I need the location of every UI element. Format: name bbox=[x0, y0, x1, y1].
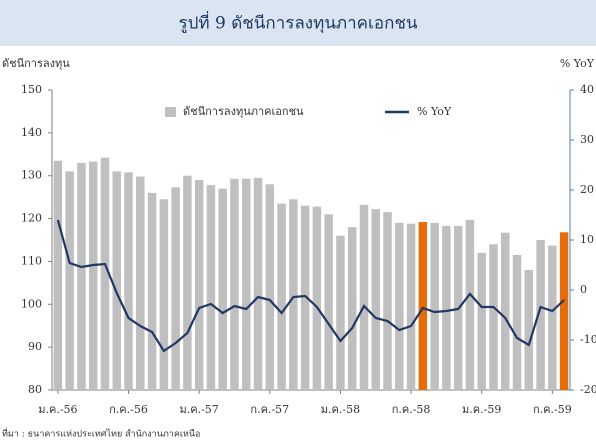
y2-tick-label: 20 bbox=[580, 183, 594, 196]
bar bbox=[512, 255, 522, 390]
bar bbox=[524, 270, 534, 390]
bar bbox=[501, 232, 510, 390]
bar bbox=[147, 192, 157, 390]
bar bbox=[489, 244, 498, 390]
bar bbox=[347, 227, 357, 390]
bar bbox=[230, 178, 239, 390]
x-tick-label: ม.ค.-57 bbox=[179, 403, 218, 416]
y-tick-label: 90 bbox=[28, 340, 42, 353]
bar bbox=[65, 171, 74, 390]
bar bbox=[536, 240, 545, 390]
bar bbox=[124, 172, 133, 390]
bar bbox=[171, 187, 180, 390]
y2-tick-label: 10 bbox=[580, 233, 594, 246]
bar bbox=[359, 204, 369, 390]
y-tick-label: 150 bbox=[21, 83, 42, 96]
bar bbox=[300, 205, 310, 390]
bar bbox=[465, 219, 475, 390]
x-tick-label: ก.ค.-57 bbox=[250, 403, 289, 416]
bar bbox=[430, 222, 439, 390]
bar bbox=[253, 177, 263, 390]
bar bbox=[112, 171, 121, 390]
y-tick-label: 120 bbox=[21, 212, 42, 225]
bar bbox=[218, 188, 227, 390]
x-tick-label: ม.ค.-56 bbox=[38, 403, 77, 416]
y2-tick-label: -10 bbox=[580, 333, 596, 346]
bar bbox=[53, 160, 63, 390]
bar bbox=[371, 209, 380, 390]
legend-label: % YoY bbox=[417, 105, 452, 118]
bar bbox=[242, 178, 251, 390]
legend-swatch bbox=[165, 107, 176, 117]
chart-title: รูปที่ 9 ดัชนีการลงทุนภาคเอกชน bbox=[178, 11, 417, 34]
bar bbox=[324, 214, 333, 390]
y-axis-title: ดัชนีการลงทุน bbox=[2, 57, 70, 70]
bar bbox=[395, 222, 404, 390]
bar bbox=[206, 185, 216, 390]
title-band bbox=[0, 0, 596, 46]
source: ที่มา : ธนาคารแห่งประเทศไทย สำนักงานภาคเ… bbox=[2, 427, 200, 440]
bar bbox=[194, 180, 204, 390]
bar bbox=[77, 162, 86, 390]
bar bbox=[100, 157, 110, 390]
bar bbox=[277, 203, 286, 390]
x-tick-label: ก.ค.-58 bbox=[392, 403, 431, 416]
bar bbox=[418, 222, 428, 390]
bar bbox=[477, 252, 486, 390]
bar bbox=[383, 212, 392, 390]
bar bbox=[88, 161, 98, 390]
bar bbox=[406, 223, 416, 390]
y2-tick-label: 0 bbox=[580, 283, 587, 296]
y2-tick-label: 40 bbox=[580, 83, 594, 96]
y-tick-label: 110 bbox=[21, 254, 42, 267]
y2-tick-label: 30 bbox=[580, 133, 594, 146]
bar bbox=[442, 225, 451, 390]
bar bbox=[289, 199, 298, 390]
y-tick-label: 100 bbox=[21, 297, 42, 310]
y2-tick-label: -20 bbox=[580, 383, 596, 396]
y-tick-label: 80 bbox=[28, 383, 42, 396]
bar bbox=[159, 199, 169, 390]
y-tick-label: 130 bbox=[21, 169, 42, 182]
bar bbox=[265, 184, 275, 390]
bar bbox=[336, 235, 345, 390]
bar bbox=[312, 206, 322, 390]
y2-axis-title: % YoY bbox=[560, 57, 595, 70]
x-tick-label: ม.ค.-58 bbox=[321, 403, 360, 416]
y-tick-label: 140 bbox=[21, 126, 42, 139]
bar bbox=[548, 245, 557, 390]
bar bbox=[136, 176, 145, 390]
line bbox=[56, 219, 565, 353]
x-tick-label: ม.ค.-59 bbox=[462, 403, 501, 416]
legend-label: ดัชนีการลงทุนภาคเอกชน bbox=[183, 105, 304, 118]
bar bbox=[559, 232, 569, 390]
bar bbox=[183, 175, 192, 390]
x-tick-label: ก.ค.-56 bbox=[109, 403, 148, 416]
x-tick-label: ก.ค.-59 bbox=[533, 403, 572, 416]
